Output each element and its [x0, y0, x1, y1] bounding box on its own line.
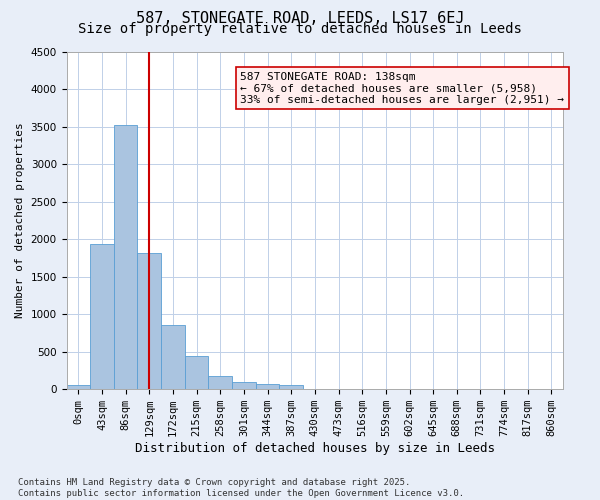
Bar — [232, 382, 256, 389]
Bar — [256, 384, 280, 389]
Text: 587 STONEGATE ROAD: 138sqm
← 67% of detached houses are smaller (5,958)
33% of s: 587 STONEGATE ROAD: 138sqm ← 67% of deta… — [241, 72, 565, 105]
Bar — [67, 386, 90, 389]
Bar — [90, 244, 114, 389]
Bar — [208, 376, 232, 389]
Text: 587, STONEGATE ROAD, LEEDS, LS17 6EJ: 587, STONEGATE ROAD, LEEDS, LS17 6EJ — [136, 11, 464, 26]
Text: Contains HM Land Registry data © Crown copyright and database right 2025.
Contai: Contains HM Land Registry data © Crown c… — [18, 478, 464, 498]
Bar — [185, 356, 208, 389]
Bar — [161, 324, 185, 389]
Y-axis label: Number of detached properties: Number of detached properties — [15, 122, 25, 318]
Bar — [137, 252, 161, 389]
Text: Size of property relative to detached houses in Leeds: Size of property relative to detached ho… — [78, 22, 522, 36]
X-axis label: Distribution of detached houses by size in Leeds: Distribution of detached houses by size … — [135, 442, 495, 455]
Bar — [280, 386, 303, 389]
Bar — [114, 125, 137, 389]
